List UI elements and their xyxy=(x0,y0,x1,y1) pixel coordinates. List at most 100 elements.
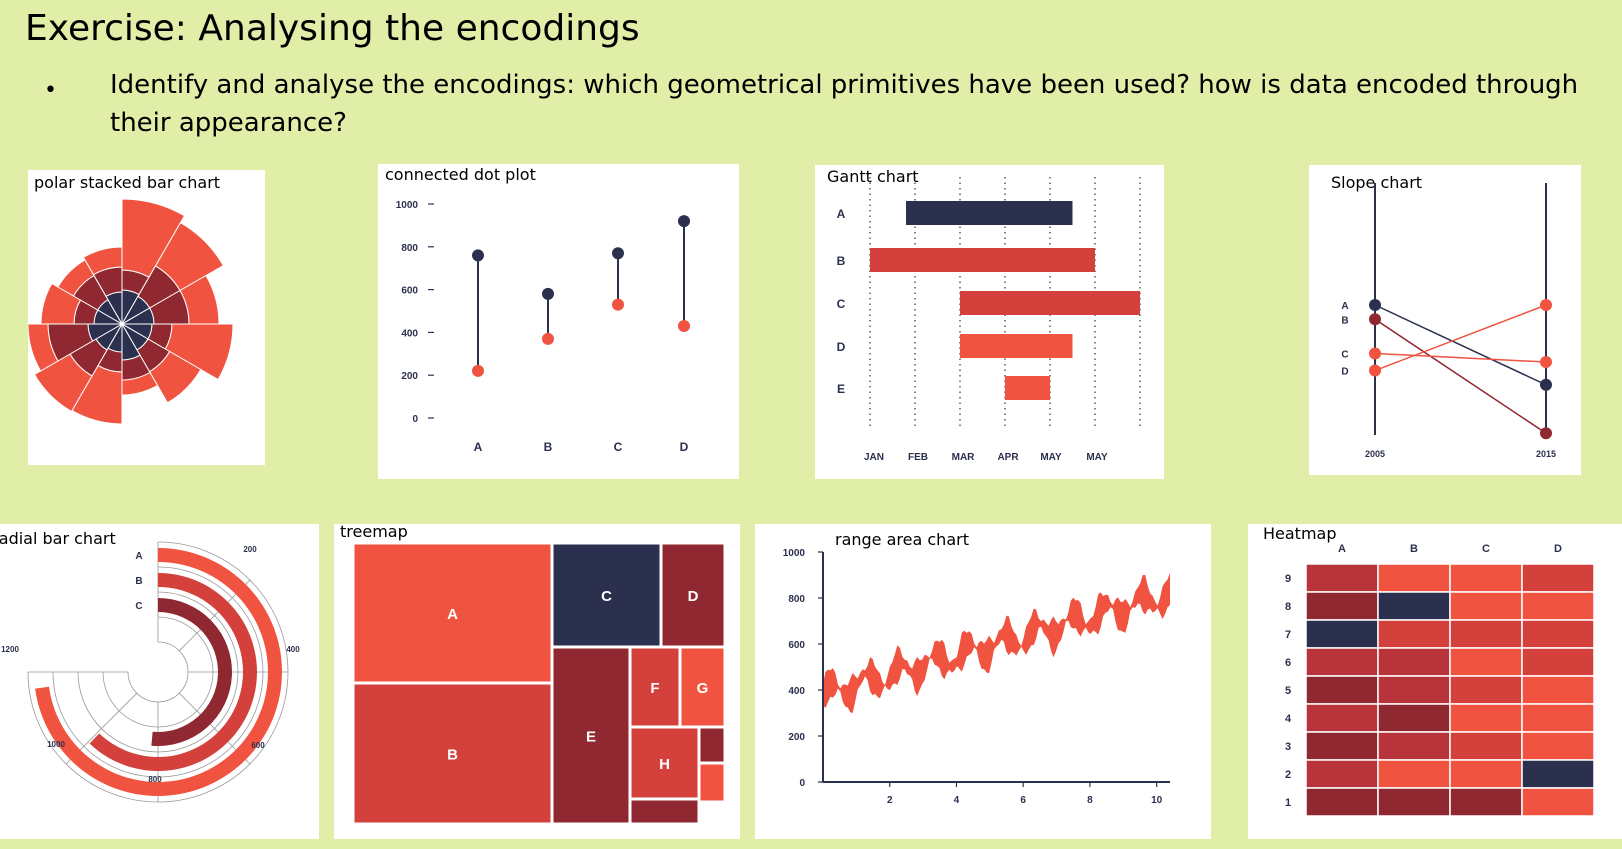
x-tick-label: 4 xyxy=(954,795,960,806)
chart-title: Gantt chart xyxy=(827,167,919,186)
month-label: MAY xyxy=(1040,452,1062,463)
row-label: 2 xyxy=(1285,769,1291,781)
heatmap-cell xyxy=(1521,703,1595,733)
treemap-cell xyxy=(699,727,725,763)
y-tick-label: 400 xyxy=(401,328,418,339)
x-label: 2015 xyxy=(1536,449,1556,459)
x-tick-label: 2 xyxy=(887,795,893,806)
x-tick-label: 8 xyxy=(1087,795,1093,806)
slope-line xyxy=(1374,318,1547,434)
bar-label: B xyxy=(135,576,142,587)
radial-bar xyxy=(89,573,257,771)
tick-label: 800 xyxy=(148,775,162,784)
panel-radial-bar-chart: Radial bar chart A B C 200 400 600 800 1000 1200 xyxy=(0,524,319,839)
heatmap-cell xyxy=(1449,619,1523,649)
heatmap-cell xyxy=(1449,647,1523,677)
series-label: C xyxy=(1341,349,1348,360)
low-dot xyxy=(678,319,690,332)
row-label: 7 xyxy=(1285,629,1291,641)
heatmap-cell xyxy=(1305,731,1379,761)
gantt-bar xyxy=(870,248,1095,272)
chart-title: Slope chart xyxy=(1331,173,1423,192)
heatmap-cell xyxy=(1449,759,1523,789)
polar-segment xyxy=(33,353,93,413)
high-dot xyxy=(542,287,554,300)
tick-label: 1000 xyxy=(47,740,65,749)
y-tick-label: 600 xyxy=(401,286,418,297)
row-label: 8 xyxy=(1285,601,1291,613)
treemap: A B C D E F G H xyxy=(353,543,725,824)
heatmap-cell xyxy=(1305,619,1379,649)
heatmap-cell xyxy=(1377,787,1451,817)
chart-title: range area chart xyxy=(835,530,969,549)
treemap-cell xyxy=(630,799,699,824)
month-label: FEB xyxy=(908,452,928,463)
radial-bar-chart: A B C 200 400 600 800 1000 1200 xyxy=(1,541,300,803)
polar-segment xyxy=(148,350,202,404)
heatmap-cell xyxy=(1377,675,1451,705)
heatmap-cell xyxy=(1521,619,1595,649)
row-label: 6 xyxy=(1285,657,1291,669)
treemap-label: H xyxy=(659,756,670,773)
row-label: 1 xyxy=(1285,797,1291,809)
treemap-label: D xyxy=(688,588,699,605)
end-dot xyxy=(1540,299,1552,311)
end-dot xyxy=(1540,356,1552,368)
treemap-cell xyxy=(353,683,552,824)
low-dot xyxy=(612,298,624,311)
row-label: D xyxy=(837,340,846,354)
treemap-cell xyxy=(353,543,552,683)
gantt-bar xyxy=(906,201,1073,225)
row-label: 9 xyxy=(1285,573,1291,585)
heatmap-cell xyxy=(1449,703,1523,733)
chart-title: treemap xyxy=(340,524,408,541)
y-tick-label: 0 xyxy=(412,414,418,425)
slope-line xyxy=(1374,304,1547,372)
col-label: B xyxy=(1410,543,1418,555)
panel-treemap: treemap A B C D E F G H xyxy=(334,524,740,839)
heatmap-cell xyxy=(1305,647,1379,677)
polar-segment xyxy=(82,246,123,276)
series-label: A xyxy=(1341,301,1348,312)
heatmap-cell xyxy=(1449,563,1523,593)
col-label: D xyxy=(1554,543,1562,555)
bar-label: A xyxy=(135,551,142,562)
heatmap-cell xyxy=(1521,731,1595,761)
row-label: A xyxy=(837,207,846,221)
heatmap-cell xyxy=(1305,787,1379,817)
high-dot xyxy=(472,249,484,262)
heatmap-cell xyxy=(1521,647,1595,677)
range-area xyxy=(823,572,1170,713)
heatmap-cell xyxy=(1521,787,1595,817)
treemap-label: B xyxy=(447,747,458,764)
gantt-bar xyxy=(960,334,1073,358)
polar-stacked-bar-chart xyxy=(28,198,234,425)
slope-line xyxy=(1374,352,1547,363)
row-label: 5 xyxy=(1285,685,1291,697)
y-tick-label: 600 xyxy=(788,640,805,651)
treemap-cell xyxy=(680,647,725,727)
x-label: 2005 xyxy=(1365,449,1385,459)
panel-slope-chart: Slope chart A B C D 2005 2015 xyxy=(1309,165,1581,475)
treemap-cell xyxy=(552,647,630,824)
row-label: C xyxy=(837,297,846,311)
gantt-bar xyxy=(1005,376,1050,400)
treemap-label: G xyxy=(697,680,709,697)
treemap-label: A xyxy=(447,606,458,623)
row-label: B xyxy=(837,254,846,268)
treemap-cell xyxy=(661,543,725,647)
month-label: MAR xyxy=(952,452,976,463)
x-tick-label: 10 xyxy=(1151,795,1163,806)
heatmap: A B C D 9 8 7 6 5 4 3 2 1 xyxy=(1285,543,1595,817)
chart-title: Heatmap xyxy=(1263,524,1337,543)
treemap-cell xyxy=(552,543,661,647)
series-label: B xyxy=(1341,315,1348,326)
heatmap-cell xyxy=(1377,619,1451,649)
treemap-cell xyxy=(699,763,725,802)
heatmap-cell xyxy=(1521,675,1595,705)
y-tick-label: 0 xyxy=(799,778,805,789)
polar-segment xyxy=(28,323,59,372)
row-label: 4 xyxy=(1285,713,1292,725)
row-label: E xyxy=(837,382,845,396)
heatmap-cell xyxy=(1377,647,1451,677)
